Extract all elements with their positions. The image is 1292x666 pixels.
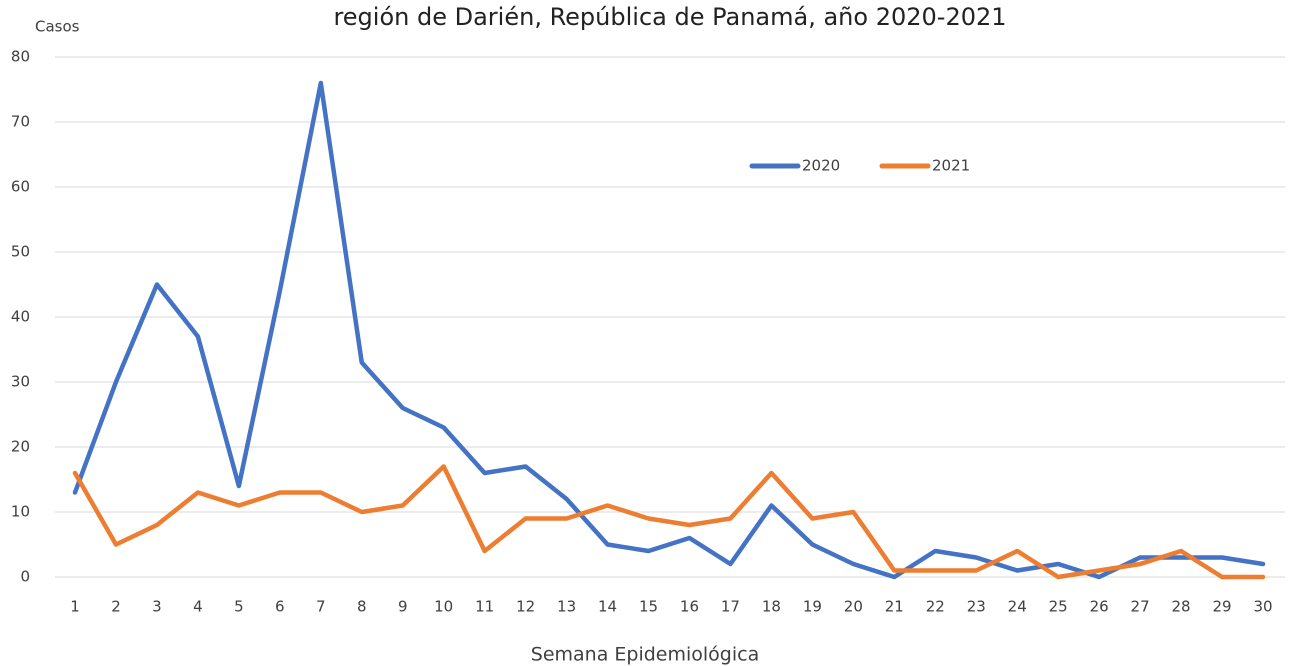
x-tick-label: 13	[557, 598, 576, 616]
x-tick-label: 2	[111, 598, 121, 616]
x-tick-label: 24	[1008, 598, 1027, 616]
x-tick-label: 25	[1049, 598, 1068, 616]
y-axis-label: Casos	[35, 18, 80, 36]
x-tick-label: 22	[926, 598, 945, 616]
x-tick-label: 14	[598, 598, 617, 616]
y-tick-label: 80	[11, 48, 30, 66]
y-tick-label: 60	[11, 178, 30, 196]
y-tick-label: 0	[20, 568, 30, 586]
x-tick-label: 23	[967, 598, 986, 616]
x-tick-label: 17	[721, 598, 740, 616]
x-tick-label: 18	[762, 598, 781, 616]
x-tick-label: 7	[316, 598, 326, 616]
x-tick-label: 27	[1131, 598, 1150, 616]
x-tick-label: 28	[1172, 598, 1191, 616]
x-tick-label: 15	[639, 598, 658, 616]
x-tick-label: 1	[70, 598, 80, 616]
x-tick-label: 20	[844, 598, 863, 616]
y-tick-label: 40	[11, 308, 30, 326]
x-tick-label: 6	[275, 598, 285, 616]
chart-title: región de Darién, República de Panamá, a…	[333, 3, 1006, 31]
x-axis-label: Semana Epidemiológica	[531, 644, 759, 666]
legend-label: 2020	[802, 157, 840, 175]
x-tick-label: 11	[475, 598, 494, 616]
x-tick-label: 29	[1212, 598, 1231, 616]
y-tick-label: 50	[11, 243, 30, 261]
x-tick-label: 5	[234, 598, 244, 616]
x-tick-label: 12	[516, 598, 535, 616]
y-tick-label: 70	[11, 113, 30, 131]
x-tick-label: 9	[398, 598, 408, 616]
x-tick-label: 21	[885, 598, 904, 616]
series-line	[72, 80, 1266, 580]
y-tick-label: 30	[11, 373, 30, 391]
x-tick-label: 30	[1253, 598, 1272, 616]
series-line	[72, 464, 1266, 580]
x-tick-label: 26	[1090, 598, 1109, 616]
legend-label: 2021	[932, 157, 970, 175]
x-tick-label: 8	[357, 598, 367, 616]
x-tick-label: 19	[803, 598, 822, 616]
x-tick-label: 10	[434, 598, 453, 616]
x-tick-label: 4	[193, 598, 203, 616]
y-tick-label: 10	[11, 503, 30, 521]
y-tick-label: 20	[11, 438, 30, 456]
x-tick-label: 16	[680, 598, 699, 616]
x-tick-label: 3	[152, 598, 162, 616]
